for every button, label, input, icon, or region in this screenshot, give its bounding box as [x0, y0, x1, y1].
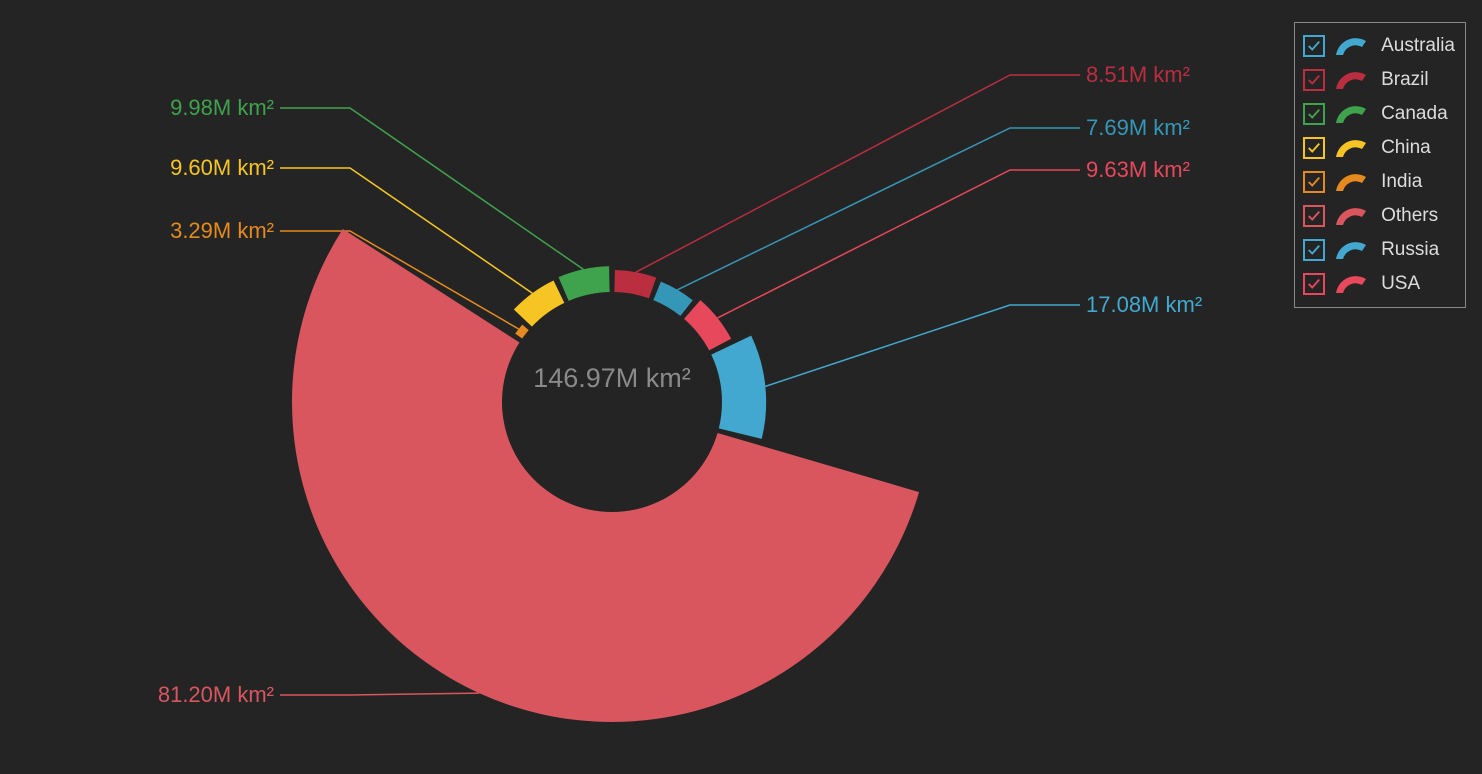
label-china: 9.60M km²: [170, 155, 274, 180]
legend-item-usa[interactable]: USA: [1303, 267, 1455, 301]
legend-swatch-icon: [1333, 239, 1369, 261]
label-russia: 17.08M km²: [1086, 292, 1202, 317]
legend-swatch-icon: [1333, 273, 1369, 295]
label-brazil: 8.51M km²: [1086, 62, 1190, 87]
legend-label: Australia: [1381, 35, 1455, 57]
legend-label: USA: [1381, 273, 1420, 295]
legend-item-canada[interactable]: Canada: [1303, 97, 1455, 131]
checkbox-icon[interactable]: [1303, 205, 1325, 227]
leader-russia: [765, 305, 1080, 386]
label-canada: 9.98M km²: [170, 95, 274, 120]
label-usa: 9.63M km²: [1086, 157, 1190, 182]
checkbox-icon[interactable]: [1303, 171, 1325, 193]
legend-item-russia[interactable]: Russia: [1303, 233, 1455, 267]
label-australia: 7.69M km²: [1086, 115, 1190, 140]
checkbox-icon[interactable]: [1303, 137, 1325, 159]
leader-others: [280, 693, 479, 695]
checkbox-icon[interactable]: [1303, 273, 1325, 295]
legend-label: India: [1381, 171, 1422, 193]
legend-item-others[interactable]: Others: [1303, 199, 1455, 233]
checkbox-icon[interactable]: [1303, 35, 1325, 57]
legend-swatch-icon: [1333, 103, 1369, 125]
legend-swatch-icon: [1333, 171, 1369, 193]
slice-china[interactable]: [514, 281, 564, 327]
checkbox-icon[interactable]: [1303, 239, 1325, 261]
legend-item-china[interactable]: China: [1303, 131, 1455, 165]
slice-russia[interactable]: [711, 336, 766, 439]
checkbox-icon[interactable]: [1303, 69, 1325, 91]
legend-swatch-icon: [1333, 69, 1369, 91]
slice-india[interactable]: [515, 325, 529, 339]
label-india: 3.29M km²: [170, 218, 274, 243]
leader-australia: [677, 128, 1080, 290]
checkbox-icon[interactable]: [1303, 103, 1325, 125]
legend-label: China: [1381, 137, 1431, 159]
leader-brazil: [636, 75, 1080, 272]
label-others: 81.20M km²: [158, 682, 274, 707]
legend-label: Brazil: [1381, 69, 1429, 91]
slice-australia[interactable]: [653, 282, 692, 316]
center-total-label: 146.97M km²: [533, 363, 691, 393]
legend-swatch-icon: [1333, 137, 1369, 159]
legend-item-australia[interactable]: Australia: [1303, 29, 1455, 63]
legend-label: Others: [1381, 205, 1438, 227]
legend-swatch-icon: [1333, 205, 1369, 227]
legend-swatch-icon: [1333, 35, 1369, 57]
legend-item-india[interactable]: India: [1303, 165, 1455, 199]
legend-label: Russia: [1381, 239, 1439, 261]
legend-label: Canada: [1381, 103, 1448, 125]
slice-usa[interactable]: [684, 300, 731, 350]
slice-brazil[interactable]: [614, 270, 656, 298]
leader-canada: [280, 108, 583, 269]
slice-canada[interactable]: [559, 266, 610, 301]
slice-others[interactable]: [292, 229, 919, 722]
legend: Australia Brazil Canada China India Others Rus…: [1294, 22, 1466, 308]
legend-item-brazil[interactable]: Brazil: [1303, 63, 1455, 97]
donut-chart: 8.51M km² 7.69M km² 9.63M km² 17.08M km² 81.…: [0, 0, 1482, 774]
